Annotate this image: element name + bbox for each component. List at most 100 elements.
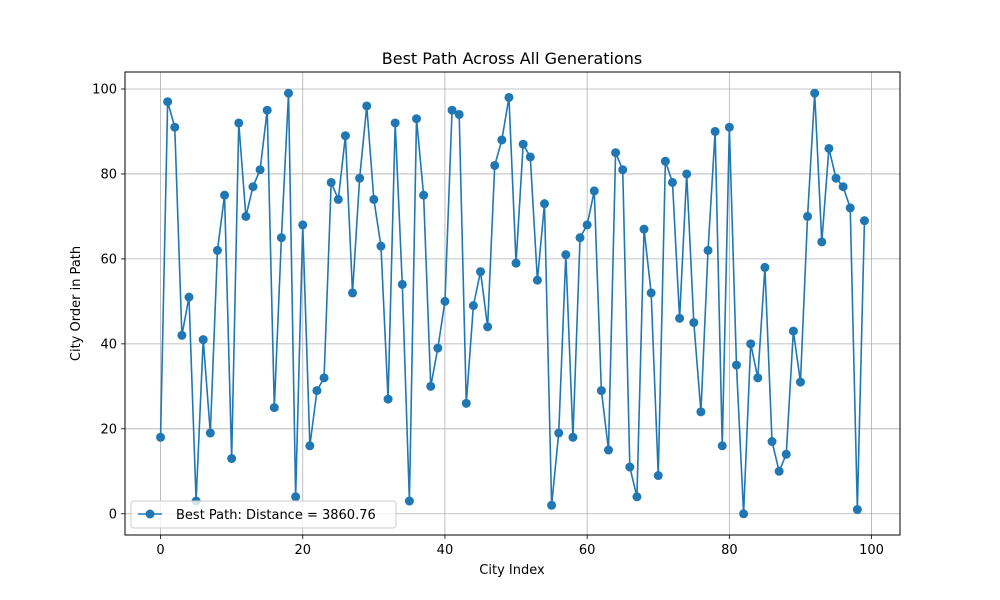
data-point <box>269 403 279 413</box>
data-point <box>440 296 450 306</box>
data-point <box>539 199 549 209</box>
data-point <box>817 237 827 247</box>
data-point <box>319 373 329 383</box>
data-point <box>376 241 386 251</box>
data-point <box>859 216 869 226</box>
data-point <box>810 88 820 98</box>
data-point <box>603 445 613 455</box>
legend-label: Best Path: Distance = 3860.76 <box>176 508 376 523</box>
data-point <box>554 428 564 438</box>
data-point <box>589 186 599 196</box>
data-point <box>461 398 471 408</box>
x-tick-label: 0 <box>156 543 164 558</box>
data-point <box>312 386 322 396</box>
grid-lines <box>125 72 900 535</box>
data-point <box>710 126 720 136</box>
data-point <box>561 250 571 260</box>
data-point <box>675 313 685 323</box>
data-points <box>156 88 869 519</box>
data-point <box>667 177 677 187</box>
plot-frame <box>124 71 901 536</box>
data-point <box>212 245 222 255</box>
data-point <box>703 245 713 255</box>
y-tick-label: 100 <box>92 82 117 97</box>
data-point <box>348 288 358 298</box>
data-point <box>205 428 215 438</box>
data-point <box>596 386 606 396</box>
data-point <box>852 505 862 515</box>
data-point <box>397 279 407 289</box>
data-point <box>824 143 834 153</box>
data-point <box>504 92 514 102</box>
data-point <box>490 160 500 170</box>
x-tick-label: 80 <box>721 543 738 558</box>
data-point <box>447 105 457 115</box>
data-point <box>753 373 763 383</box>
data-point <box>326 177 336 187</box>
data-point <box>419 190 429 200</box>
data-point <box>774 466 784 476</box>
data-point <box>568 432 578 442</box>
series-path-line <box>159 92 866 515</box>
data-point <box>746 339 756 349</box>
data-point <box>781 449 791 459</box>
x-tick-label: 20 <box>294 543 311 558</box>
legend-marker <box>145 509 155 519</box>
x-axis: 0 20 40 60 80 100 <box>156 535 884 558</box>
data-point <box>795 377 805 387</box>
data-point <box>497 135 507 145</box>
data-point <box>511 258 521 268</box>
data-point <box>532 275 542 285</box>
x-axis-label: City Index <box>479 563 545 578</box>
data-point <box>483 322 493 332</box>
data-point <box>525 152 535 162</box>
data-point <box>433 343 443 353</box>
data-point <box>803 211 813 221</box>
legend-box <box>130 500 397 529</box>
data-point <box>404 496 414 506</box>
data-point <box>454 109 464 119</box>
data-point <box>333 194 343 204</box>
series-line <box>159 92 866 515</box>
data-point <box>611 148 621 158</box>
data-point <box>575 233 585 243</box>
data-point <box>170 122 180 132</box>
data-point <box>547 500 557 510</box>
data-point <box>660 156 670 166</box>
data-point <box>653 471 663 481</box>
chart-title: Best Path Across All Generations <box>382 49 643 68</box>
data-point <box>276 233 286 243</box>
data-point <box>582 220 592 230</box>
data-point <box>220 190 230 200</box>
data-point <box>625 462 635 472</box>
legend: Best Path: Distance = 3860.76 <box>130 500 397 529</box>
y-tick-label: 80 <box>100 167 117 182</box>
data-point <box>682 169 692 179</box>
x-tick-label: 60 <box>579 543 596 558</box>
data-point <box>340 131 350 141</box>
data-point <box>227 454 237 464</box>
data-point <box>632 492 642 502</box>
data-point <box>362 101 372 111</box>
data-point <box>369 194 379 204</box>
data-point <box>618 165 628 175</box>
data-point <box>696 407 706 417</box>
data-point <box>731 360 741 370</box>
data-point <box>831 173 841 183</box>
y-axis-label: City Order in Path <box>69 246 84 361</box>
data-point <box>184 292 194 302</box>
data-point <box>838 182 848 192</box>
x-tick-label: 40 <box>437 543 454 558</box>
data-point <box>476 267 486 277</box>
data-point <box>426 381 436 391</box>
y-tick-label: 40 <box>100 337 117 352</box>
data-point <box>646 288 656 298</box>
data-point <box>291 492 301 502</box>
data-point <box>717 441 727 451</box>
data-point <box>156 432 166 442</box>
data-point <box>177 330 187 340</box>
data-point <box>234 118 244 128</box>
data-point <box>255 165 265 175</box>
data-point <box>262 105 272 115</box>
